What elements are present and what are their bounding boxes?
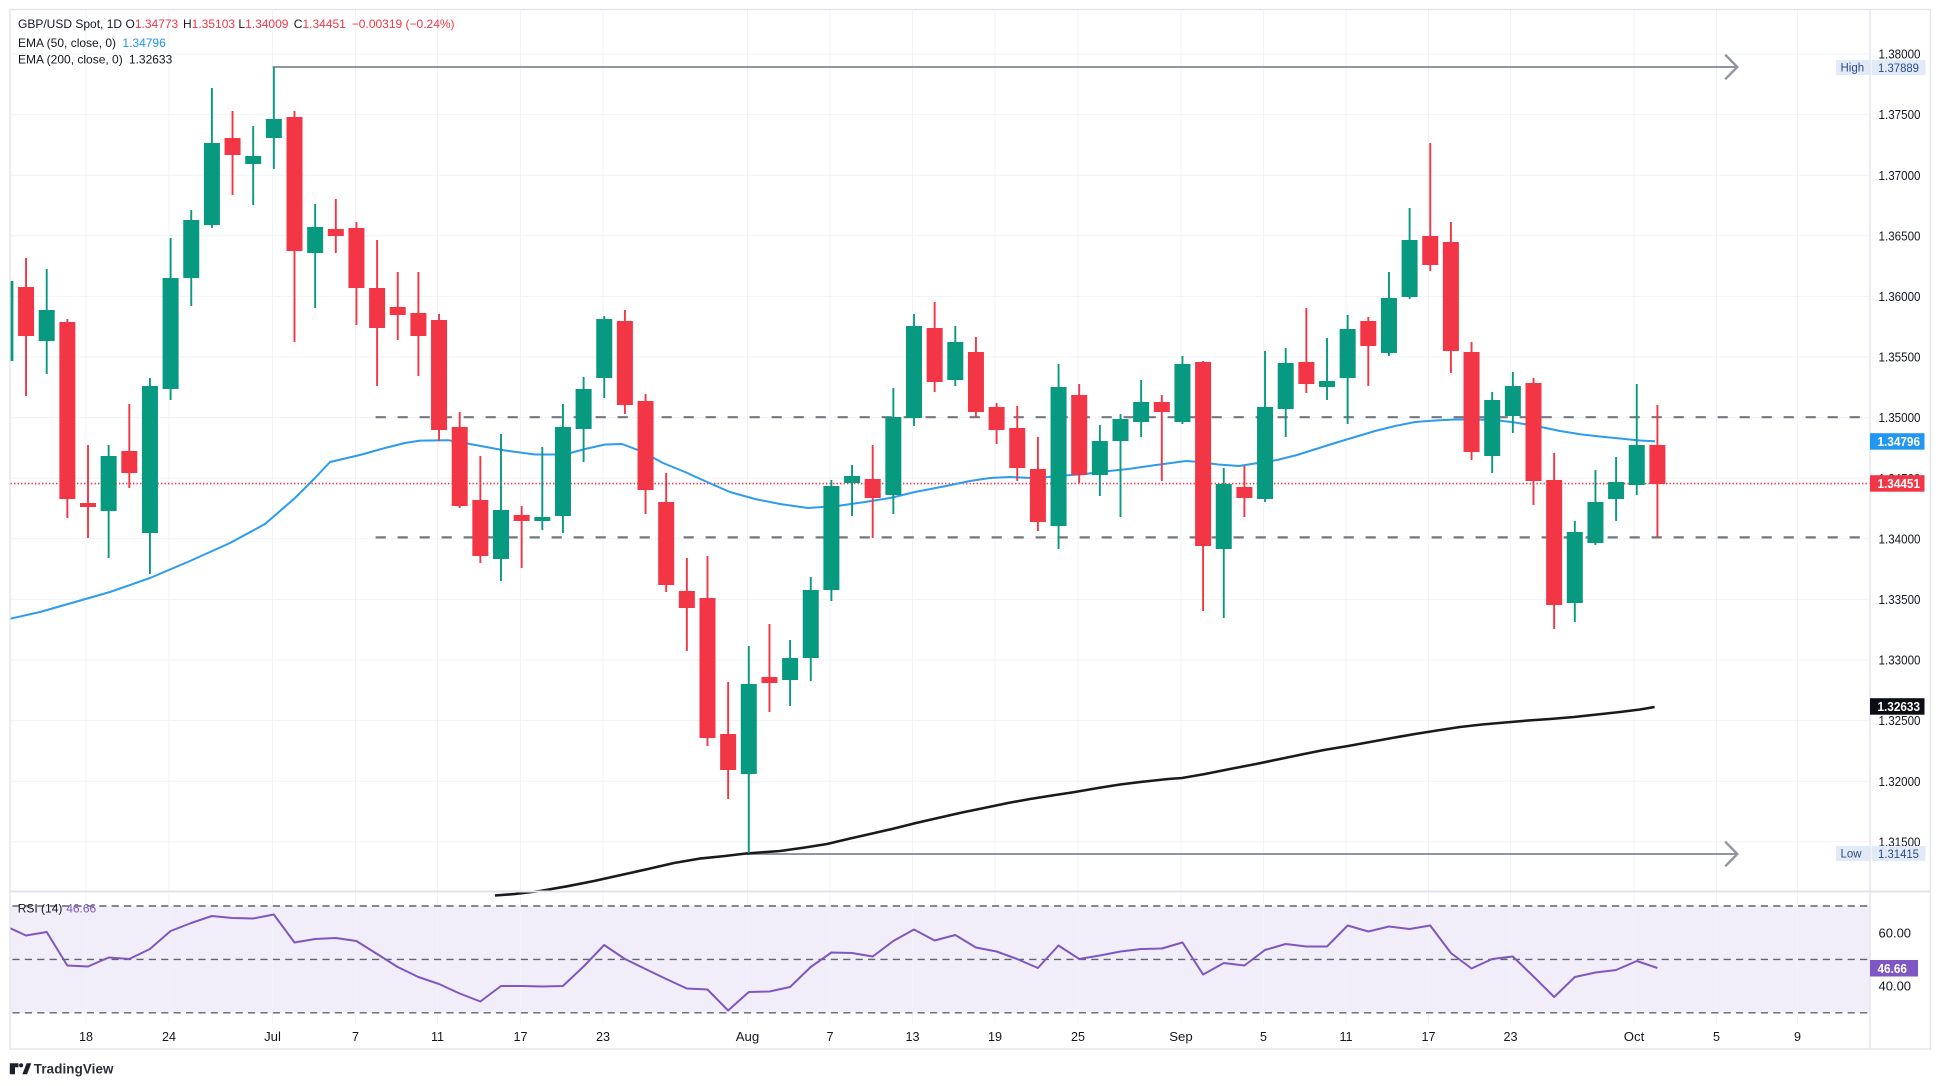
svg-text:1.34796: 1.34796 bbox=[1878, 434, 1921, 449]
svg-text:1.35500: 1.35500 bbox=[1879, 350, 1921, 365]
svg-text:1.37889: 1.37889 bbox=[1878, 61, 1919, 75]
svg-text:1.31500: 1.31500 bbox=[1879, 834, 1921, 849]
svg-text:EMA (50, close, 0)1.34796: EMA (50, close, 0) 1.34796 bbox=[18, 36, 166, 50]
svg-text:11: 11 bbox=[1339, 1030, 1352, 1044]
svg-text:1.37000: 1.37000 bbox=[1879, 168, 1921, 183]
svg-text:1.38000: 1.38000 bbox=[1879, 47, 1921, 62]
svg-text:EMA (200, close, 0)1.32633: EMA (200, close, 0) 1.32633 bbox=[18, 53, 173, 67]
svg-text:40.00: 40.00 bbox=[1879, 979, 1912, 994]
svg-text:19: 19 bbox=[988, 1030, 1002, 1044]
svg-text:GBP/USD Spot, 1D O1.34773 H1.3: GBP/USD Spot, 1D O1.34773 H1.35103 L1.34… bbox=[18, 17, 455, 31]
svg-text:1.34000: 1.34000 bbox=[1879, 531, 1921, 546]
svg-text:5: 5 bbox=[1713, 1030, 1720, 1044]
svg-text:High: High bbox=[1841, 63, 1865, 75]
svg-text:TradingView: TradingView bbox=[34, 1062, 114, 1077]
svg-text:1.33500: 1.33500 bbox=[1879, 592, 1921, 607]
svg-text:Aug: Aug bbox=[736, 1029, 759, 1044]
svg-text:7: 7 bbox=[352, 1030, 359, 1044]
svg-text:18: 18 bbox=[79, 1030, 93, 1044]
svg-text:9: 9 bbox=[1794, 1030, 1801, 1044]
svg-text:Sep: Sep bbox=[1169, 1029, 1192, 1044]
svg-text:Jul: Jul bbox=[264, 1029, 281, 1044]
svg-text:23: 23 bbox=[1503, 1030, 1517, 1044]
svg-text:17: 17 bbox=[513, 1030, 527, 1044]
svg-text:Low: Low bbox=[1841, 849, 1863, 861]
svg-text:11: 11 bbox=[431, 1030, 444, 1044]
svg-text:Oct: Oct bbox=[1624, 1029, 1645, 1044]
svg-text:17: 17 bbox=[1421, 1030, 1435, 1044]
svg-text:RSI (14)46.66: RSI (14) 46.66 bbox=[18, 901, 97, 915]
svg-text:1.32633: 1.32633 bbox=[1878, 699, 1921, 714]
svg-text:23: 23 bbox=[596, 1030, 610, 1044]
svg-text:7: 7 bbox=[826, 1030, 833, 1044]
svg-text:13: 13 bbox=[905, 1030, 919, 1044]
svg-text:25: 25 bbox=[1071, 1030, 1085, 1044]
svg-text:1.35000: 1.35000 bbox=[1879, 410, 1921, 425]
svg-text:1.37500: 1.37500 bbox=[1879, 107, 1921, 122]
svg-text:1.34451: 1.34451 bbox=[1878, 476, 1921, 491]
svg-text:1.31415: 1.31415 bbox=[1878, 847, 1919, 861]
svg-text:1.32500: 1.32500 bbox=[1879, 713, 1921, 728]
svg-text:1.36000: 1.36000 bbox=[1879, 289, 1921, 304]
svg-text:46.66: 46.66 bbox=[1878, 961, 1908, 976]
svg-text:60.00: 60.00 bbox=[1879, 926, 1912, 941]
svg-text:24: 24 bbox=[162, 1030, 176, 1044]
svg-text:1.36500: 1.36500 bbox=[1879, 228, 1921, 243]
svg-text:1.32000: 1.32000 bbox=[1879, 774, 1921, 789]
svg-text:1.33000: 1.33000 bbox=[1879, 653, 1921, 668]
svg-text:5: 5 bbox=[1260, 1030, 1267, 1044]
